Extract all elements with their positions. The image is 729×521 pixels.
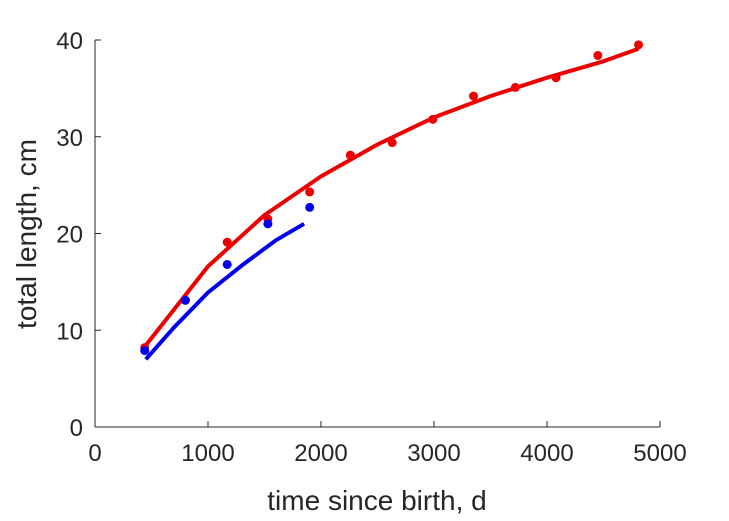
data-point-1 [634, 40, 644, 50]
data-point-1 [305, 187, 315, 197]
data-point-1 [345, 150, 355, 160]
x-tick-label: 1000 [181, 440, 234, 467]
y-tick-label: 40 [56, 28, 83, 55]
data-point-1 [428, 114, 438, 124]
x-tick-label: 4000 [520, 440, 573, 467]
x-tick-label: 5000 [633, 440, 686, 467]
plot-area [140, 40, 644, 361]
fit-line-2 [144, 222, 306, 361]
data-point-1 [551, 73, 561, 83]
data-point-2 [140, 346, 150, 356]
axes [94, 39, 661, 428]
x-tick-label: 2000 [294, 440, 347, 467]
x-tick-label: 3000 [407, 440, 460, 467]
data-point-2 [263, 219, 273, 229]
data-point-1 [222, 237, 232, 247]
data-point-1 [469, 91, 479, 101]
data-point-2 [180, 295, 190, 305]
data-point-1 [510, 82, 520, 92]
data-point-2 [305, 202, 315, 212]
y-tick-label: 10 [56, 318, 83, 345]
data-point-1 [593, 50, 603, 60]
data-point-2 [222, 259, 232, 269]
fit-line-1 [143, 46, 640, 348]
y-tick-label: 0 [70, 415, 83, 442]
x-tick-label: 0 [88, 440, 101, 467]
x-axis-label: time since birth, d [267, 485, 486, 516]
y-axis-label: total length, cm [11, 139, 42, 329]
data-point-1 [387, 138, 397, 148]
y-tick-label: 30 [56, 125, 83, 152]
y-tick-label: 20 [56, 222, 83, 249]
tick-labels: 0 1000 2000 3000 4000 5000 0 10 20 30 40 [56, 28, 686, 467]
